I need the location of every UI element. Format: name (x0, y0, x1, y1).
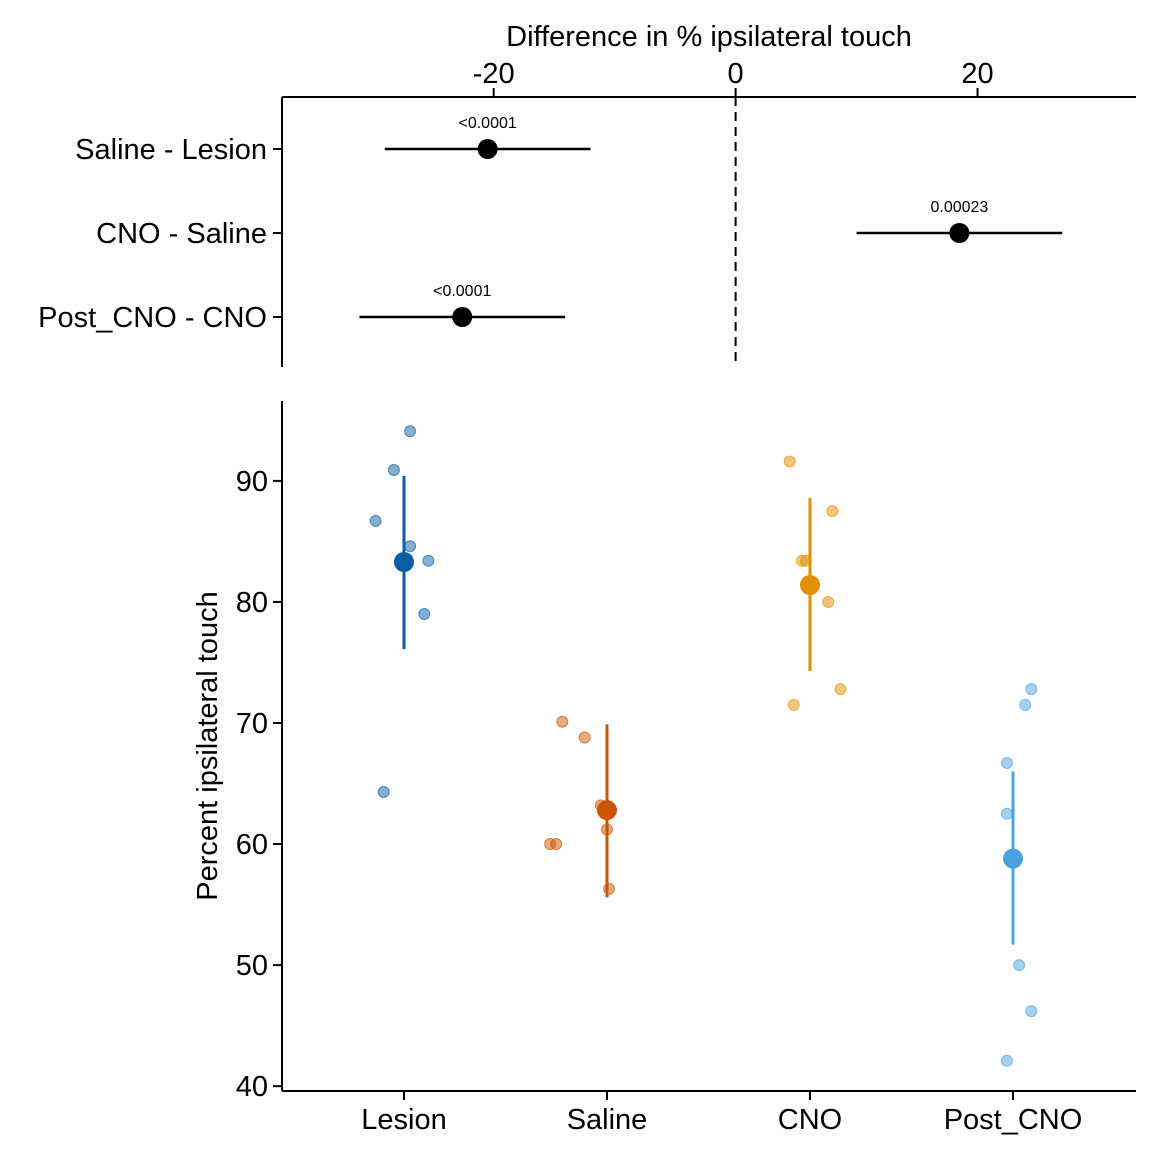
forest-rows: Saline - Lesion <0.0001 CNO - Saline 0.0002… (38, 115, 1063, 334)
comparison-estimate (949, 223, 970, 243)
data-point (826, 505, 839, 518)
forest-x-tick-label: 0 (728, 58, 744, 90)
group-cno (783, 455, 847, 711)
comparison-label: Post_CNO - CNO (38, 302, 267, 334)
scatter-y-tick-label: 80 (236, 587, 268, 619)
group-mean (800, 575, 820, 595)
forest-x-axis-title: Difference in % ipsilateral touch (506, 21, 912, 53)
scatter-y-tick-label: 60 (236, 829, 268, 861)
scatter-y-tick-label: 70 (236, 708, 268, 740)
comparison-label: Saline - Lesion (75, 134, 267, 166)
comparison-estimate (452, 307, 473, 327)
data-point (377, 786, 390, 798)
category-label: Saline (567, 1104, 648, 1136)
group-saline (544, 715, 617, 898)
data-point (418, 608, 431, 621)
data-point (369, 514, 382, 527)
scatter-y-tick-label: 50 (236, 950, 268, 982)
data-point (1025, 683, 1038, 696)
data-point (1000, 807, 1013, 820)
data-point (422, 554, 435, 567)
group-mean (1003, 848, 1023, 869)
data-point (550, 838, 563, 851)
data-point (603, 882, 616, 895)
forest-panel: Difference in % ipsilateral touch -20 0 20… (38, 21, 1136, 367)
data-point (578, 731, 591, 744)
category-label: Post_CNO (944, 1104, 1083, 1136)
group-lesion (369, 425, 435, 798)
data-point (783, 455, 796, 468)
forest-x-tick-label: -20 (473, 58, 515, 90)
data-point (556, 715, 569, 728)
scatter-y-tick-label: 90 (236, 466, 268, 498)
scatter-y-ticks: 40 50 60 70 80 90 (236, 466, 282, 1103)
data-point (404, 540, 417, 553)
scatter-groups (369, 425, 1038, 1067)
group-post-cno (1000, 683, 1038, 1067)
comparison-p-value: 0.00023 (930, 199, 988, 216)
comparison-p-value: <0.0001 (458, 115, 516, 132)
scatter-y-tick-label: 40 (236, 1071, 268, 1103)
data-point (822, 595, 835, 608)
comparison-p-value: <0.0001 (433, 283, 491, 300)
forest-x-ticks: -20 0 20 (473, 58, 994, 97)
group-mean (597, 800, 617, 821)
data-point (787, 698, 800, 711)
data-point (1000, 1054, 1013, 1067)
data-point (387, 464, 400, 476)
forest-x-tick-label: 20 (961, 58, 993, 90)
category-label: Lesion (361, 1104, 446, 1136)
comparison-estimate (477, 139, 498, 159)
data-point (1000, 756, 1013, 769)
scatter-x-ticks: Lesion Saline CNO Post_CNO (361, 1091, 1082, 1136)
data-point (1013, 959, 1026, 972)
scatter-panel: Percent ipsilateral touch 40 50 60 70 80 90 L… (192, 401, 1136, 1136)
data-point (834, 683, 847, 696)
data-point (1019, 698, 1032, 711)
group-mean (394, 552, 414, 572)
category-label: CNO (778, 1104, 842, 1136)
data-point (1025, 1005, 1038, 1018)
data-point (404, 425, 417, 438)
scatter-y-axis-title: Percent ipsilateral touch (192, 591, 224, 901)
comparison-label: CNO - Saline (96, 218, 267, 250)
